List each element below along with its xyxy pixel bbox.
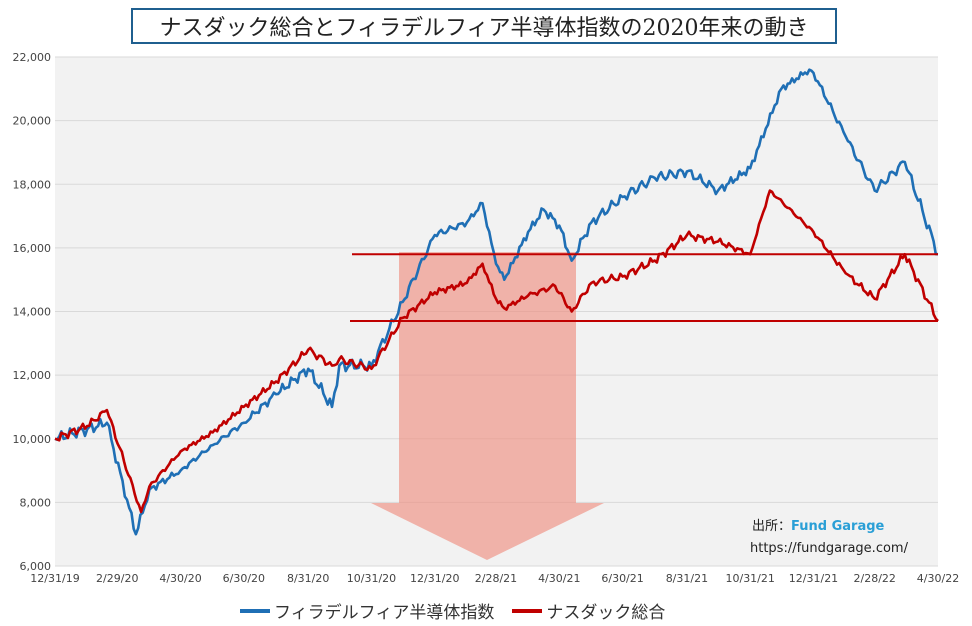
legend-swatch-nasdaq xyxy=(512,608,543,613)
x-tick-label: 4/30/22 xyxy=(917,572,959,585)
legend-item-nasdaq: ナスダック総合 xyxy=(512,598,665,623)
decline-arrow-shape xyxy=(371,252,604,560)
y-tick-label: 18,000 xyxy=(13,178,52,191)
legend: フィラデルフィア半導体指数 ナスダック総合 xyxy=(240,598,665,623)
x-tick-label: 12/31/21 xyxy=(789,572,838,585)
x-tick-label: 6/30/20 xyxy=(223,572,265,585)
source-name: Fund Garage xyxy=(791,519,885,534)
y-tick-label: 8,000 xyxy=(20,496,52,509)
y-tick-label: 16,000 xyxy=(13,242,52,255)
y-tick-label: 12,000 xyxy=(13,369,52,382)
source-url: https://fundgarage.com/ xyxy=(750,541,908,556)
x-axis-ticks: 12/31/19 2/29/20 4/30/20 6/30/20 8/31/20 10/3… xyxy=(30,572,959,585)
legend-label-nasdaq: ナスダック総合 xyxy=(546,603,666,623)
x-tick-label: 10/31/20 xyxy=(347,572,396,585)
y-tick-label: 14,000 xyxy=(13,306,52,319)
x-tick-label: 2/29/20 xyxy=(96,572,138,585)
series-line-sox xyxy=(54,68,939,536)
x-tick-label: 12/31/20 xyxy=(410,572,459,585)
source-label: 出所： xyxy=(752,519,792,534)
reference-lines xyxy=(350,253,938,323)
x-tick-label: 12/31/19 xyxy=(30,572,79,585)
y-tick-label: 10,000 xyxy=(13,433,52,446)
x-tick-label: 8/31/21 xyxy=(666,572,708,585)
legend-label-sox: フィラデルフィア半導体指数 xyxy=(274,603,495,623)
decline-arrow xyxy=(371,252,604,560)
y-tick-label: 22,000 xyxy=(13,51,52,64)
legend-swatch-sox xyxy=(240,608,270,613)
y-tick-label: 6,000 xyxy=(20,560,52,573)
legend-item-sox: フィラデルフィア半導体指数 xyxy=(240,598,494,623)
y-axis-ticks: 6,000 8,000 10,000 12,000 14,000 16,000 18,000… xyxy=(13,51,52,573)
series-line-nasdaq xyxy=(54,189,939,514)
series-lines xyxy=(54,68,939,536)
x-tick-label: 2/28/22 xyxy=(854,572,896,585)
y-tick-label: 20,000 xyxy=(13,115,52,128)
x-tick-label: 10/31/21 xyxy=(725,572,774,585)
x-tick-label: 4/30/21 xyxy=(538,572,580,585)
x-tick-label: 2/28/21 xyxy=(475,572,517,585)
x-tick-label: 8/31/20 xyxy=(287,572,329,585)
x-tick-label: 4/30/20 xyxy=(159,572,201,585)
chart-title: ナスダック総合とフィラデルフィア半導体指数の2020年来の動き xyxy=(131,8,837,44)
x-tick-label: 6/30/21 xyxy=(601,572,643,585)
source-credit: 出所：Fund Garage xyxy=(752,515,884,534)
